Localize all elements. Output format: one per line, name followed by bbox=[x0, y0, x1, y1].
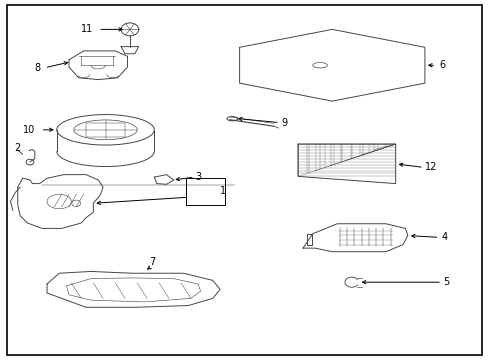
Bar bbox=[86, 123, 125, 137]
Text: 4: 4 bbox=[441, 232, 447, 242]
Text: 8: 8 bbox=[35, 63, 41, 73]
Text: 2: 2 bbox=[15, 143, 21, 153]
Text: 6: 6 bbox=[439, 60, 445, 70]
Text: 10: 10 bbox=[22, 125, 35, 135]
Text: 3: 3 bbox=[195, 172, 202, 182]
Bar bbox=[185, 178, 224, 205]
Text: 12: 12 bbox=[424, 162, 436, 172]
Text: 7: 7 bbox=[148, 257, 155, 267]
Text: 5: 5 bbox=[443, 277, 449, 287]
Text: 11: 11 bbox=[81, 24, 93, 35]
Text: 1: 1 bbox=[219, 186, 225, 197]
Text: 9: 9 bbox=[281, 118, 286, 128]
